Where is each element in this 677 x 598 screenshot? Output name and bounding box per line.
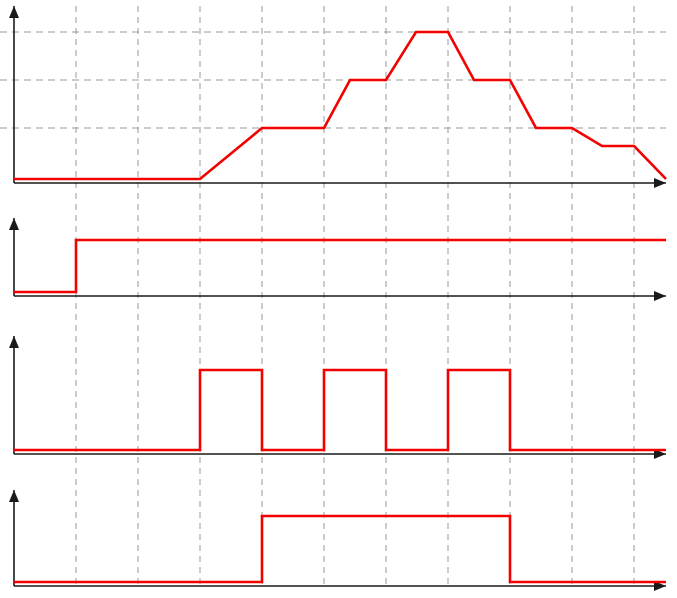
diagram-svg (0, 0, 677, 598)
timing-diagram (0, 0, 677, 598)
